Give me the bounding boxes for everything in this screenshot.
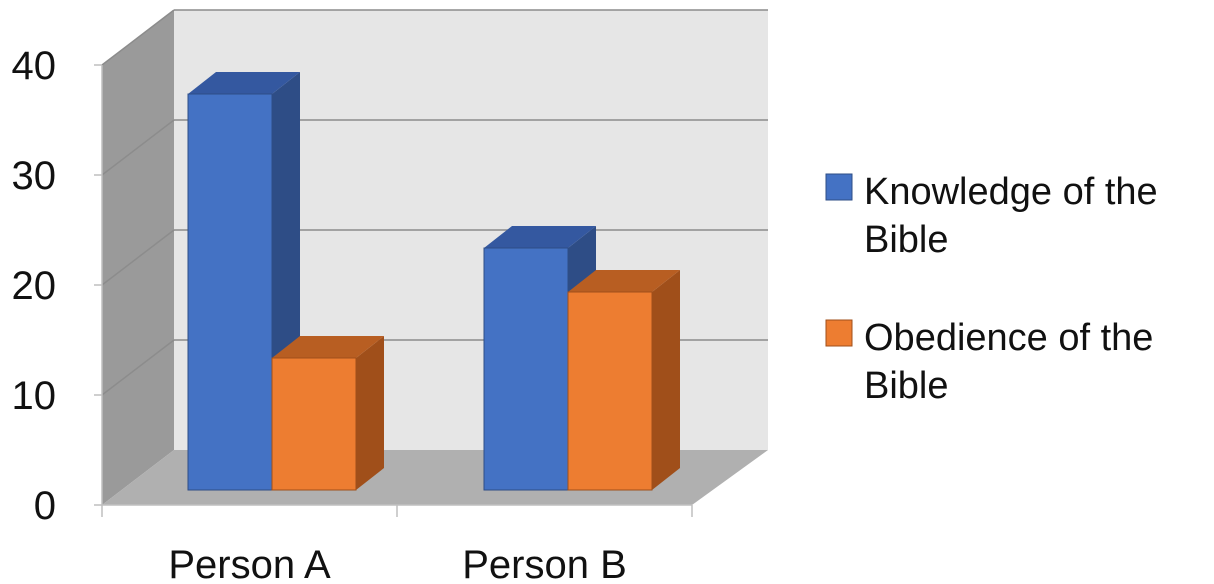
bar-top [272, 336, 384, 358]
y-tick-label: 0 [34, 484, 56, 528]
legend-item: Knowledge of the Bible [825, 171, 1158, 261]
gridline [101, 229, 175, 286]
gridline [101, 339, 175, 396]
bar-top [484, 226, 596, 248]
bar-front [187, 93, 273, 491]
bar-obedience-2 [567, 270, 680, 491]
bar-top [188, 72, 300, 94]
y-tick-label: 30 [12, 154, 57, 198]
legend-label: Knowledge of the [864, 171, 1158, 213]
x-category-label: Person B [462, 543, 627, 584]
axes: 0 10 20 30 40 Person A Person B [12, 44, 693, 584]
bar-side [356, 336, 384, 490]
y-tick-label: 40 [12, 44, 57, 88]
gridline [101, 9, 175, 66]
y-tick-label: 10 [12, 374, 57, 418]
legend-swatch [825, 319, 853, 347]
legend-label: Obedience of the [864, 317, 1153, 359]
legend-label: Bible [864, 365, 949, 407]
bars [187, 72, 680, 491]
bar-front [567, 291, 653, 491]
bar-obedience-1 [271, 336, 384, 491]
legend: Knowledge of the Bible Obedience of the Bib… [825, 171, 1158, 407]
bar-top [568, 270, 680, 292]
x-category-label: Person A [168, 543, 331, 584]
legend-item: Obedience of the Bible [825, 317, 1153, 407]
y-tick-label: 20 [12, 264, 57, 308]
gridline [101, 119, 175, 176]
legend-swatch [825, 173, 853, 201]
bar-knowledge-1 [187, 72, 300, 491]
bar-front [271, 357, 357, 491]
bar-side [652, 270, 680, 490]
legend-label: Bible [864, 219, 949, 261]
bar-front [483, 247, 569, 491]
